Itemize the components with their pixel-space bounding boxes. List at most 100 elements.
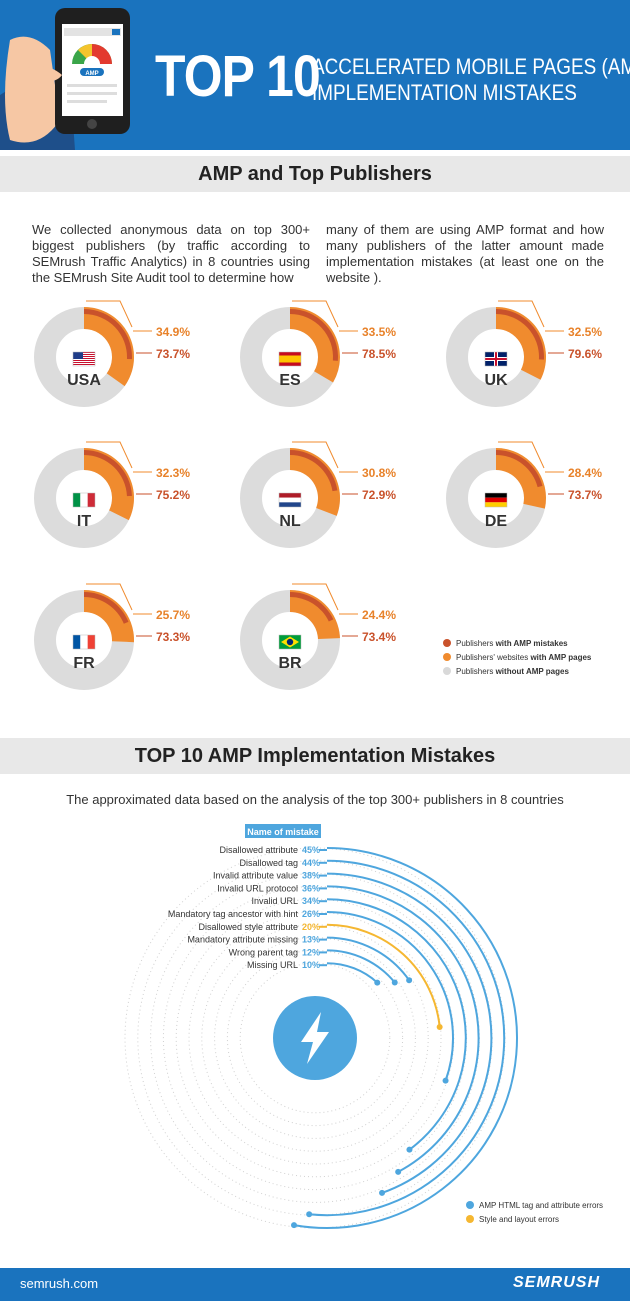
legend-entry-prefix: Publishers <box>456 639 496 648</box>
mistake-row: Invalid attribute value 38% <box>213 871 493 1196</box>
section2-subtitle: The approximated data based on the analy… <box>66 792 564 807</box>
arc-guide-ring <box>239 962 391 1114</box>
mistake-row: Wrong parent tag 12% <box>229 947 398 986</box>
legend-label: Style and layout errors <box>479 1215 559 1224</box>
mistake-value: 38% <box>302 871 320 881</box>
legend-entry-bold: with AMP mistakes <box>495 639 569 648</box>
header-banner: AMP TOP 10 ACCELERATED MOBILE PAGES (AMP… <box>0 0 630 150</box>
donut-uk: 32.5% 79.6% UK <box>446 300 602 407</box>
donut-leader-line <box>86 300 133 328</box>
donut-leader-line <box>292 441 339 469</box>
donut-country-code: UK <box>484 372 508 389</box>
donut-amp-pages-slice <box>84 448 134 521</box>
flag-part <box>279 355 301 363</box>
mistake-arc-end <box>406 1146 413 1153</box>
donut-amp-mistakes-arc <box>496 309 544 360</box>
donut-amp-mistakes-arc <box>84 309 132 360</box>
mistake-arc-end <box>306 1211 313 1218</box>
mistake-row: Invalid URL 34% <box>251 896 467 1153</box>
mistake-name: Wrong parent tag <box>229 947 298 957</box>
flag-part <box>73 493 81 507</box>
footer-url[interactable]: semrush.com <box>20 1276 99 1291</box>
intro-right: many of them are using AMP format and ho… <box>326 222 604 285</box>
phone-badge: AMP <box>85 71 98 77</box>
mistake-row: Mandatory attribute missing 13% <box>187 935 413 984</box>
header-title-line1: ACCELERATED MOBILE PAGES (AMP) <box>312 54 630 79</box>
mistake-row: Disallowed tag 44% <box>239 858 506 1218</box>
mistake-arc <box>326 911 454 1081</box>
donut-amp-pages-label: 32.5% <box>568 325 602 339</box>
donut-country-code: IT <box>77 513 91 530</box>
arc-guide-ring <box>226 949 404 1127</box>
mistake-row: Mandatory tag ancestor with hint 26% <box>168 909 454 1084</box>
flag-border <box>278 634 302 650</box>
flag-part <box>73 358 95 359</box>
flag-part <box>73 352 95 353</box>
mistake-arc <box>293 847 519 1229</box>
arc-guide-ring <box>214 937 416 1139</box>
donut-country-code: BR <box>278 655 302 672</box>
flag-border <box>72 634 96 650</box>
donut-leader-line <box>292 300 339 328</box>
donut-amp-mistakes-label: 72.9% <box>362 488 396 502</box>
mistake-value: 36% <box>302 883 320 893</box>
legend-entry: Publishers' websites with AMP pages <box>456 653 592 662</box>
flag-es-icon <box>278 351 302 367</box>
legend-swatch <box>443 639 451 647</box>
mistake-name: Disallowed style attribute <box>198 922 298 932</box>
mistake-value: 34% <box>302 896 320 906</box>
donut-amp-pages-slice <box>84 307 134 387</box>
flag-part <box>87 635 95 649</box>
mistake-arc <box>326 923 441 1028</box>
mistake-row: Disallowed style attribute 20% <box>198 922 443 1031</box>
flag-part <box>485 493 507 498</box>
donut-amp-mistakes-label: 73.3% <box>156 630 190 644</box>
lightning-bolt <box>301 1012 329 1064</box>
mistake-value: 12% <box>302 947 320 957</box>
mistake-name: Mandatory attribute missing <box>187 935 298 945</box>
mistake-value: 20% <box>302 922 320 932</box>
header-title-big: TOP 10 <box>155 44 321 109</box>
header-title-line2: IMPLEMENTATION MISTAKES <box>312 80 577 105</box>
mistake-row: Disallowed attribute 45% <box>219 845 519 1229</box>
mistake-value: 44% <box>302 858 320 868</box>
flag-br-icon <box>278 634 302 650</box>
flag-part <box>73 362 95 363</box>
legend-entry: Publishers without AMP pages <box>456 667 569 676</box>
flag-de-icon <box>484 492 508 508</box>
mistake-value: 13% <box>302 935 320 945</box>
mistake-arc-end <box>395 1168 402 1175</box>
legend-entry: Publishers with AMP mistakes <box>456 639 568 648</box>
mistake-arc <box>326 949 396 984</box>
mistake-value: 26% <box>302 909 320 919</box>
donut-br: 24.4% 73.4% BR <box>240 583 396 690</box>
arc-guide-ring <box>188 911 442 1165</box>
legend-entry-bold: without AMP pages <box>495 667 570 676</box>
flag-border <box>72 492 96 508</box>
mistake-name: Invalid attribute value <box>213 871 298 881</box>
mistake-arc <box>326 885 480 1173</box>
flag-part <box>279 497 301 503</box>
donut-leader-line <box>498 441 545 469</box>
intro-left: We collected anonymous data on top 300+ … <box>32 222 310 285</box>
mistake-arc-end <box>442 1077 449 1084</box>
flag-part <box>73 364 95 365</box>
donut-amp-pages-label: 34.9% <box>156 325 190 339</box>
flag-it-icon <box>72 492 96 508</box>
mistake-name: Invalid URL protocol <box>217 883 298 893</box>
flag-part <box>73 360 95 361</box>
donut-amp-mistakes-arc <box>290 592 334 622</box>
donut-leader-line <box>86 583 133 611</box>
donut-amp-mistakes-arc <box>290 450 338 492</box>
donut-amp-mistakes-label: 78.5% <box>362 347 396 361</box>
donut-amp-pages-slice <box>496 448 547 509</box>
donut-leader-line <box>86 441 133 469</box>
flag-part <box>495 352 497 366</box>
flag-part <box>286 638 294 646</box>
donut-leader-line <box>292 583 339 611</box>
donut-amp-pages-slice <box>290 307 340 383</box>
footer: semrush.com SEMRUSH <box>0 1268 630 1301</box>
donut-amp-mistakes-label: 73.7% <box>156 347 190 361</box>
country-donut-charts: 34.9%73.7%USA33.5%78.5%ES32.5%79.6%UK32.… <box>34 300 602 690</box>
arc-guide-ring <box>201 924 429 1152</box>
